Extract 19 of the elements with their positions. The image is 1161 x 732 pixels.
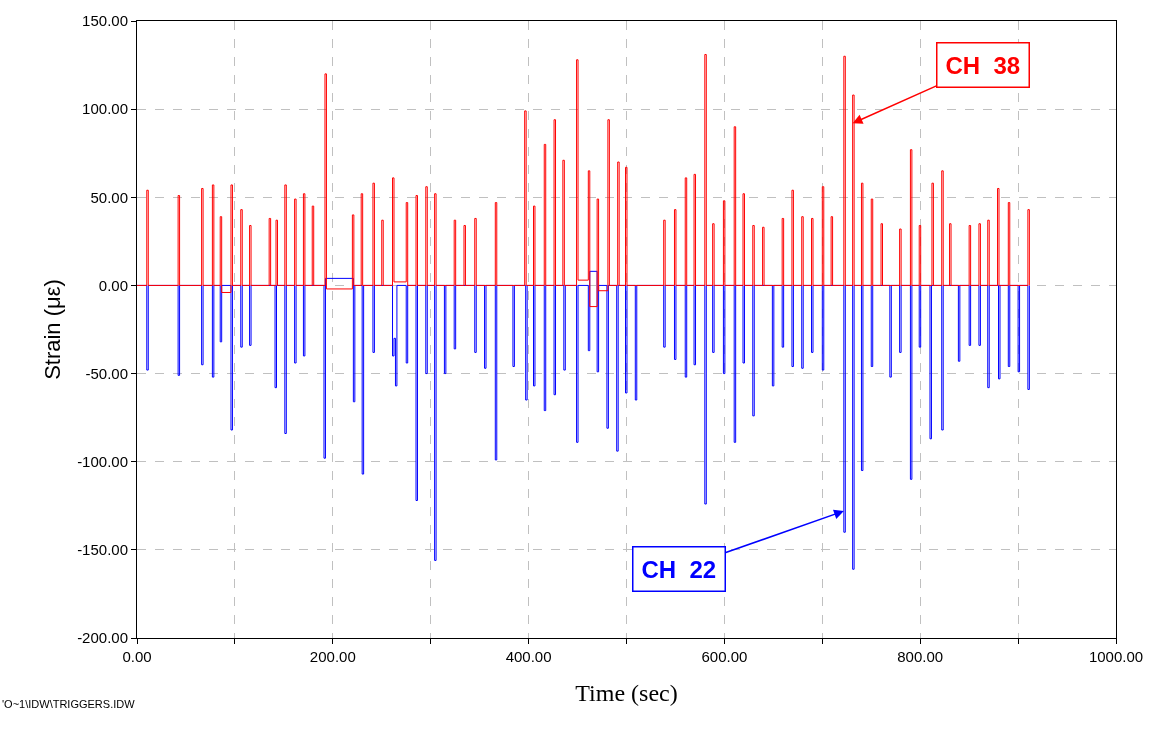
x-tick-label: 400.00 (505, 648, 552, 665)
x-tick-label: 0.00 (122, 648, 152, 665)
x-tick-label: 1000.00 (1088, 648, 1144, 665)
x-tick-label: 200.00 (309, 648, 356, 665)
y-tick-label: -200.00 (77, 629, 128, 647)
y-tick-label: 100.00 (82, 100, 128, 118)
x-axis-title: Time (sec) (575, 680, 678, 707)
x-tick-label: 800.00 (897, 648, 944, 665)
annotation: CH 22 (641, 555, 717, 583)
annotation: CH 38 (945, 51, 1021, 79)
y-tick-label: -150.00 (77, 541, 128, 559)
x-tick-label: 600.00 (701, 648, 748, 665)
text: 'O~1\IDW\TRIGGERS.IDW (2, 698, 136, 710)
y-axis-title: Strain (με) (39, 279, 65, 380)
y-tick-label: 50.00 (90, 188, 128, 206)
y-tick-label: -100.00 (77, 452, 128, 470)
y-tick-label: 0.00 (98, 276, 128, 294)
y-tick-label: 150.00 (82, 12, 128, 30)
y-tick-label: -50.00 (85, 364, 128, 382)
